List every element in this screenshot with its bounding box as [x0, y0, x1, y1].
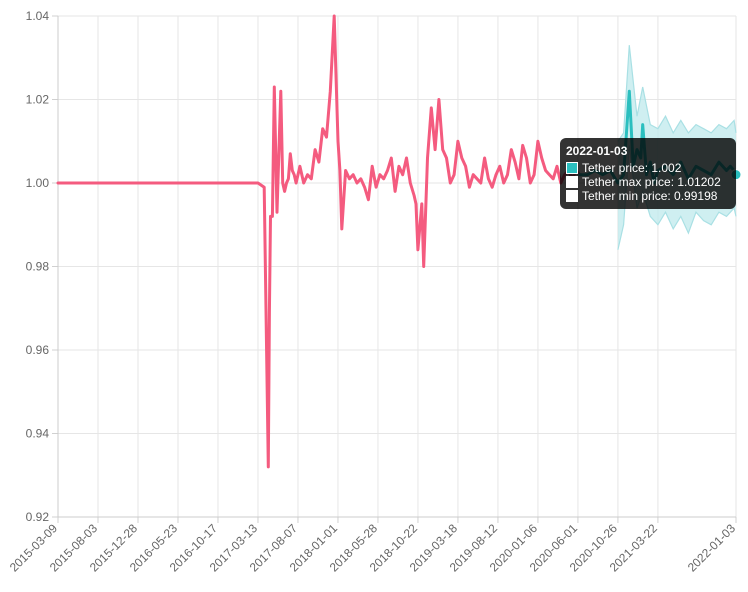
- tooltip-row-min: Tether min price: 0.99198: [566, 189, 730, 203]
- y-tick-label: 1.04: [26, 9, 50, 23]
- tooltip-swatch-price: [566, 162, 578, 174]
- y-tick-label: 0.94: [26, 427, 50, 441]
- tooltip-label-min: Tether min price: 0.99198: [582, 189, 718, 203]
- x-tick-label: 2022-01-03: [685, 521, 739, 575]
- series-line-price-history: [56, 14, 582, 469]
- tooltip-label-max: Tether max price: 1.01202: [582, 175, 721, 189]
- tooltip-label-price: Tether price: 1.002: [582, 161, 682, 175]
- tooltip-title: 2022-01-03: [566, 144, 628, 158]
- tooltip-row-max: Tether max price: 1.01202: [566, 175, 730, 189]
- tooltip-swatch-max: [566, 176, 578, 188]
- tooltip-row-price: Tether price: 1.002: [566, 161, 730, 175]
- y-tick-label: 0.98: [26, 260, 50, 274]
- tooltip-swatch-min: [566, 190, 578, 202]
- y-tick-label: 0.92: [26, 510, 50, 524]
- chart-tooltip: 2022-01-03 Tether price: 1.002 Tether ma…: [560, 138, 736, 209]
- series-line-max-price: [617, 45, 737, 142]
- y-tick-label: 0.96: [26, 343, 50, 357]
- y-tick-label: 1.00: [26, 176, 50, 190]
- y-tick-label: 1.02: [26, 93, 50, 107]
